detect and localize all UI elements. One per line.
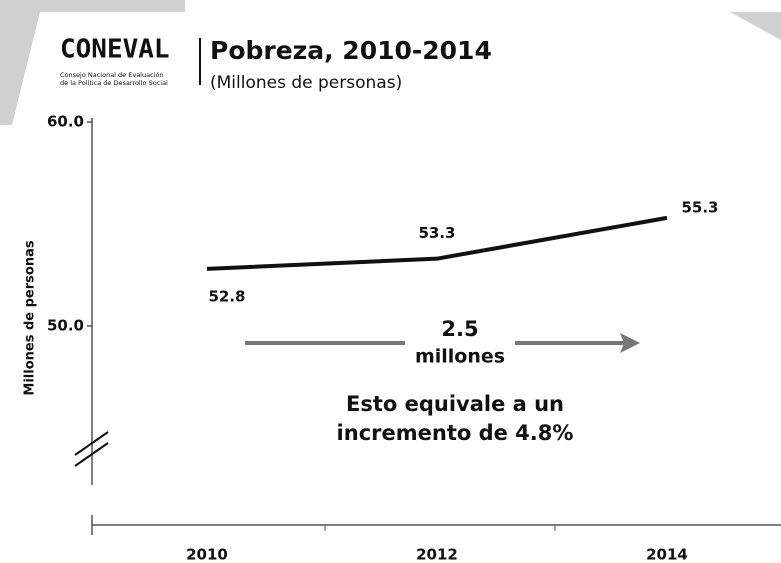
chart-subtitle: (Millones de personas) — [210, 73, 402, 93]
y-tick-label: 60.0 — [47, 113, 84, 131]
data-label: 52.8 — [208, 287, 245, 305]
x-tick-label: 2014 — [646, 546, 688, 563]
line — [206, 215, 668, 271]
x-tick-label: 2010 — [186, 546, 228, 563]
corner-decor — [0, 0, 185, 125]
axis-break — [74, 442, 109, 467]
arrow-head — [620, 333, 640, 353]
logo-name: CONEVAL — [60, 35, 170, 65]
chart-title: Pobreza, 2010-2014 — [210, 36, 492, 65]
corner-decor — [730, 12, 781, 40]
data-label: 53.3 — [418, 224, 455, 242]
y-tick-label: 50.0 — [47, 317, 84, 335]
x-tick-label: 2012 — [416, 546, 458, 563]
data-label: 55.3 — [681, 198, 718, 216]
annotation: millones — [415, 346, 505, 368]
y-axis-label: Millones de personas — [23, 240, 38, 395]
axis-break — [74, 431, 109, 456]
logo-tagline: Consejo Nacional de Evaluación — [60, 71, 164, 79]
logo-tagline: de la Política de Desarrollo Social — [60, 79, 168, 87]
annotation: incremento de 4.8% — [337, 421, 574, 445]
annotation: Esto equivale a un — [346, 392, 564, 416]
annotation: 2.5 — [441, 317, 478, 341]
